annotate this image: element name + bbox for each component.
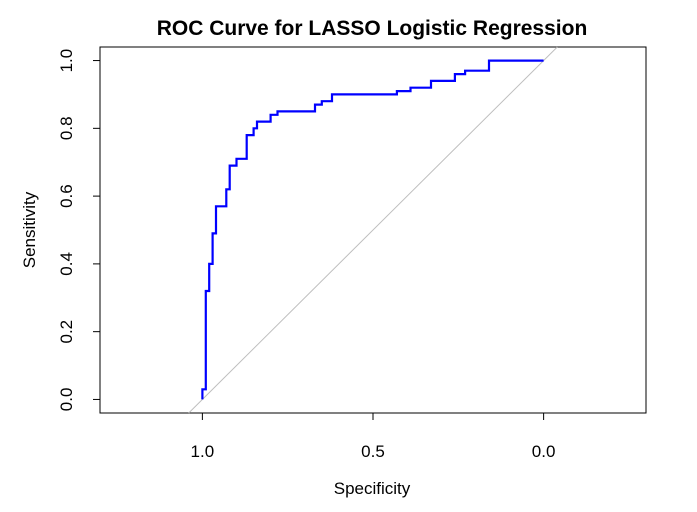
y-tick-label: 0.0 [57, 388, 76, 412]
y-axis: 0.0 0.2 0.4 0.6 0.8 1.0 [57, 49, 101, 412]
roc-curve-line [201, 59, 544, 400]
x-tick-label: 1.0 [191, 442, 215, 461]
y-tick-label: 0.6 [57, 184, 76, 208]
x-tick-label: 0.0 [532, 442, 556, 461]
x-axis: 1.0 0.5 0.0 [191, 412, 556, 461]
x-tick-label: 0.5 [361, 442, 385, 461]
x-axis-label: Specificity [334, 479, 411, 498]
chart-title: ROC Curve for LASSO Logistic Regression [157, 17, 588, 40]
y-tick-label: 0.8 [57, 116, 76, 140]
y-tick-label: 0.2 [57, 320, 76, 344]
y-axis-label: Sensitivity [20, 191, 39, 268]
y-tick-label: 1.0 [57, 49, 76, 73]
reference-diagonal-line [188, 46, 558, 414]
y-tick-label: 0.4 [57, 252, 76, 276]
